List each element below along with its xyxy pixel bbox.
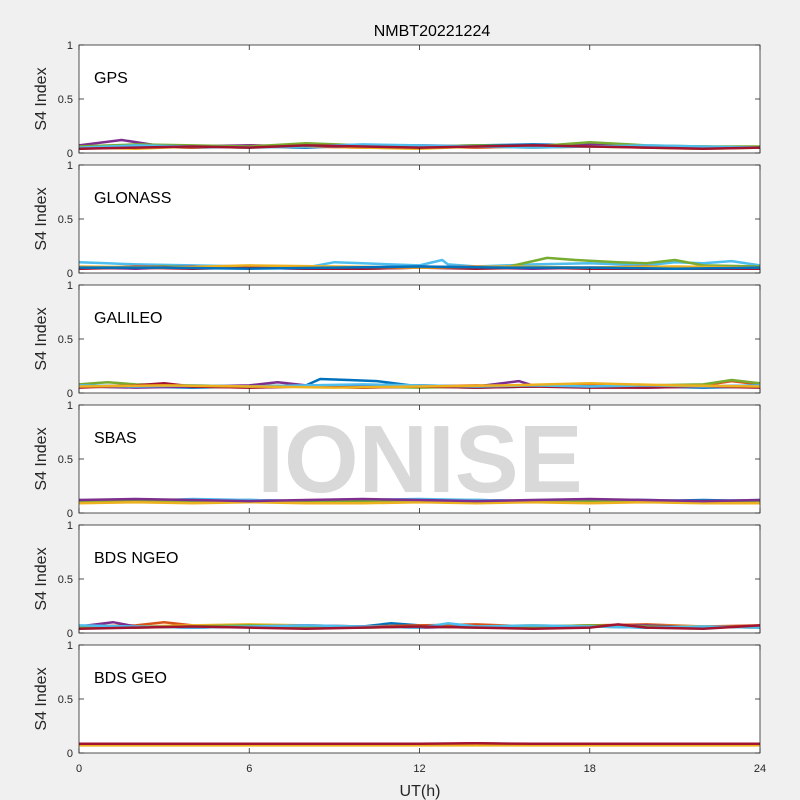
plot-area (79, 45, 760, 153)
system-label: GALILEO (94, 310, 162, 327)
plot-area (79, 405, 760, 513)
plot-area (79, 645, 760, 753)
system-label: SBAS (94, 430, 137, 447)
y-tick-label: 0 (67, 268, 73, 280)
y-tick-label: 1 (67, 160, 73, 172)
series-line (78, 500, 760, 505)
plot-area (79, 525, 760, 633)
panel-gps: 0 0.5 1 S4 Index GPS (33, 40, 761, 160)
y-tick-label: 0.5 (58, 94, 73, 106)
y-axis-label: S4 Index (33, 67, 50, 130)
y-tick-label: 0 (67, 388, 73, 400)
series-line (79, 265, 761, 270)
plot-area (79, 165, 760, 273)
x-tick-label: 24 (754, 763, 766, 775)
y-tick-label: 0.5 (58, 454, 73, 466)
series-line (78, 382, 761, 389)
y-axis-label: S4 Index (33, 427, 50, 490)
x-axis-label: UT(h) (400, 783, 441, 800)
system-label: BDS GEO (94, 670, 167, 687)
x-tick-label: 12 (413, 763, 425, 775)
y-tick-label: 1 (67, 520, 73, 532)
panels-group: 0 0.5 1 S4 Index GPS 0 0.5 1 S4 Index GLONASS 0 0.5… (33, 40, 766, 775)
y-tick-label: 1 (67, 280, 73, 292)
panel-bds-geo: 0 0.5 1 0 6 12 18 24 S4 Index BDS GEO (33, 640, 766, 775)
series-line (78, 144, 761, 150)
y-axis-label: S4 Index (33, 187, 50, 250)
watermark: IONISE (257, 406, 582, 513)
series-line (79, 742, 760, 746)
panel-galileo: 0 0.5 1 S4 Index GALILEO (33, 280, 761, 400)
y-tick-label: 0 (67, 148, 73, 160)
y-tick-label: 1 (67, 400, 73, 412)
y-axis-label: S4 Index (33, 547, 50, 610)
y-tick-label: 0 (67, 628, 73, 640)
y-axis-label: S4 Index (33, 667, 50, 730)
y-tick-label: 0 (67, 508, 73, 520)
x-tick-label: 6 (246, 763, 252, 775)
panel-sbas: 0 0.5 1 S4 Index SBAS (33, 400, 761, 520)
y-tick-label: 0.5 (58, 694, 73, 706)
x-tick-label: 0 (76, 763, 82, 775)
series-line (78, 623, 761, 630)
x-tick-label: 18 (584, 763, 596, 775)
system-label: GPS (94, 70, 128, 87)
y-tick-label: 1 (67, 640, 73, 652)
panel-glonass: 0 0.5 1 S4 Index GLONASS (33, 160, 761, 280)
plot-area (79, 285, 760, 393)
figure-title: NMBT20221224 (374, 23, 491, 40)
y-tick-label: 0.5 (58, 214, 73, 226)
y-tick-label: 0.5 (58, 574, 73, 586)
system-label: GLONASS (94, 190, 171, 207)
y-tick-label: 1 (67, 40, 73, 52)
series-line (78, 497, 761, 503)
system-label: BDS NGEO (94, 550, 178, 567)
y-tick-label: 0 (67, 748, 73, 760)
panel-bds-ngeo: 0 0.5 1 S4 Index BDS NGEO (33, 520, 761, 640)
series-line (78, 258, 761, 269)
y-tick-label: 0.5 (58, 334, 73, 346)
y-axis-label: S4 Index (33, 307, 50, 370)
